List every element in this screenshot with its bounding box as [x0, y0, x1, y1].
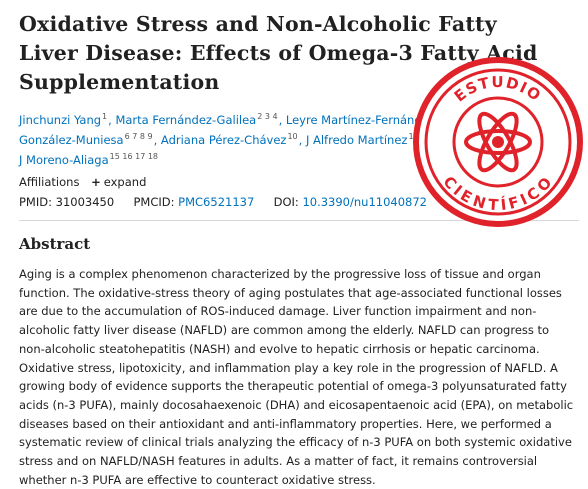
affiliation-number[interactable]: 6 7 8 9 [124, 132, 153, 141]
author-link[interactable]: Adriana Pérez-Chávez [160, 133, 287, 147]
affiliation-number[interactable]: 1 [102, 112, 108, 121]
author-link[interactable]: Jinchunzi Yang [19, 113, 102, 127]
author-link[interactable]: J Alfredo Martínez [305, 133, 408, 147]
identifiers-row: PMID: 31003450 PMCID: PMC6521137 DOI: 10… [19, 195, 427, 209]
author-item: Marta Fernández-Galilea2 3 4, [115, 112, 286, 128]
author-separator: , [153, 133, 161, 147]
section-divider [19, 220, 579, 221]
affiliation-number[interactable]: 10 [287, 132, 298, 141]
abstract-text: Aging is a complex phenomenon characteri… [19, 267, 574, 487]
expand-label: expand [103, 175, 147, 189]
article-title: Oxidative Stress and Non-Alcoholic Fatty… [19, 12, 538, 94]
expand-affiliations-button[interactable]: + expand [91, 175, 146, 189]
author-item: Adriana Pérez-Chávez10, [160, 132, 306, 148]
plus-icon: + [91, 175, 101, 189]
author-separator: , [298, 133, 306, 147]
author-separator: , [278, 113, 286, 127]
doi-link[interactable]: 10.3390/nu11040872 [302, 195, 427, 209]
pmcid-label: PMCID: [133, 195, 175, 209]
affiliation-number[interactable]: 15 16 17 18 [109, 152, 159, 161]
affiliations-label: Affiliations [19, 175, 80, 189]
scientific-study-stamp: ESTUDIO CIENTÍFICO [413, 57, 583, 227]
atom-icon [464, 111, 532, 173]
doi-label: DOI: [273, 195, 299, 209]
pmid-label: PMID: [19, 195, 52, 209]
abstract-heading: Abstract [19, 235, 91, 253]
author-link[interactable]: Marta Fernández-Galilea [115, 113, 257, 127]
author-item: Jinchunzi Yang1, [19, 112, 116, 128]
author-separator: , [108, 113, 116, 127]
pmcid-link[interactable]: PMC6521137 [178, 195, 255, 209]
affiliation-number[interactable]: 2 3 4 [257, 112, 278, 121]
pmid-value: 31003450 [55, 195, 115, 209]
author-link[interactable]: Leyre Martínez-Fernández [285, 113, 435, 127]
affiliations-row: Affiliations + expand [19, 175, 146, 189]
